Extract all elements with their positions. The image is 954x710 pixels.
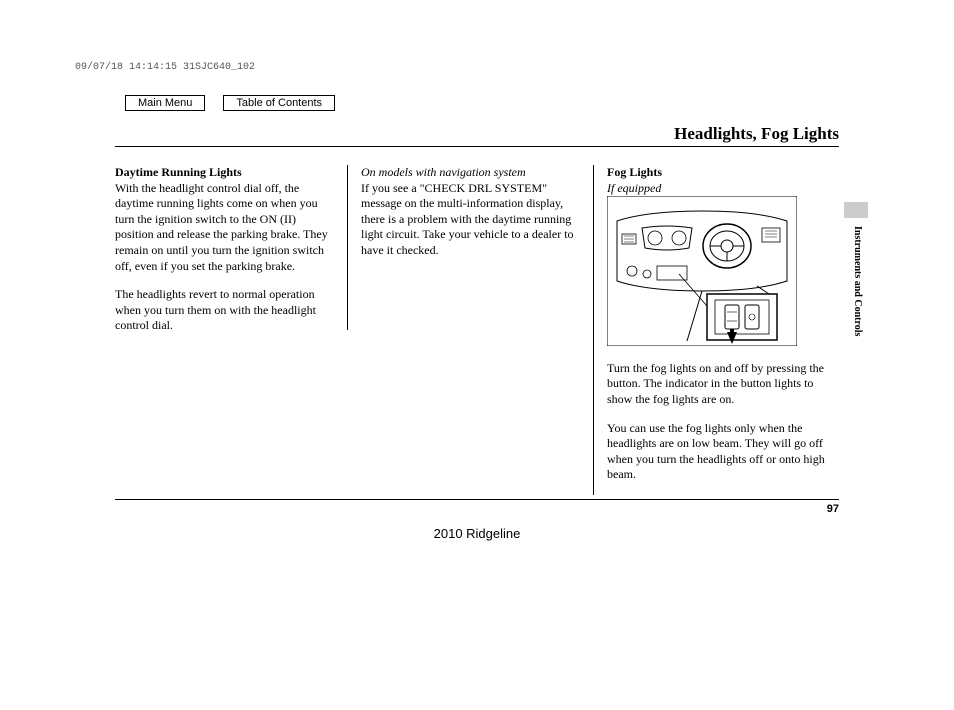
- page-title: Headlights, Fog Lights: [674, 124, 839, 144]
- dashboard-illustration: [607, 196, 797, 346]
- column-divider-1: [347, 165, 348, 330]
- main-menu-button[interactable]: Main Menu: [125, 95, 205, 111]
- fog-lights-paragraph-1: Turn the fog lights on and off by pressi…: [607, 361, 825, 408]
- page-number: 97: [827, 503, 839, 515]
- fog-lights-heading: Fog Lights: [607, 165, 662, 179]
- title-rule: [115, 146, 839, 147]
- column-divider-2: [593, 165, 594, 495]
- column-2: On models with navigation system If you …: [347, 165, 593, 496]
- model-year-footer: 2010 Ridgeline: [0, 526, 954, 541]
- content-area: Daytime Running Lights With the headligh…: [115, 165, 839, 496]
- drl-check-paragraph: If you see a "CHECK DRL SYSTEM" message …: [361, 181, 574, 257]
- section-tab: [844, 202, 868, 218]
- column-1: Daytime Running Lights With the headligh…: [115, 165, 347, 496]
- drl-heading: Daytime Running Lights: [115, 165, 242, 179]
- nav-models-note: On models with navigation system: [361, 165, 526, 179]
- drl-paragraph-1: With the headlight control dial off, the…: [115, 181, 328, 273]
- section-side-label: Instruments and Controls: [852, 226, 863, 336]
- column-3: Fog Lights If equipped: [593, 165, 839, 496]
- nav-button-row: Main Menu Table of Contents: [125, 95, 335, 111]
- if-equipped-note: If equipped: [607, 181, 661, 195]
- timestamp-header: 09/07/18 14:14:15 31SJC640_102: [75, 62, 255, 73]
- fog-lights-paragraph-2: You can use the fog lights only when the…: [607, 421, 825, 483]
- footer-rule: [115, 499, 839, 500]
- drl-paragraph-2: The headlights revert to normal operatio…: [115, 287, 333, 334]
- toc-button[interactable]: Table of Contents: [223, 95, 335, 111]
